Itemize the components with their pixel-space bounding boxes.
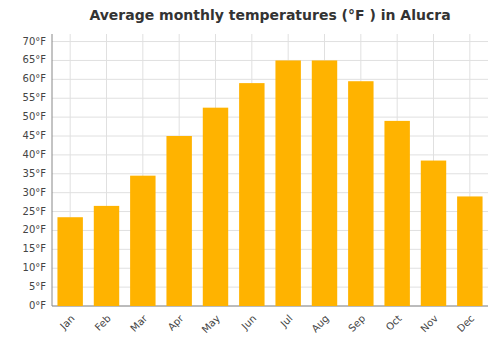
y-grid-line [52, 60, 488, 61]
y-tick-label: 65°F [23, 54, 47, 65]
y-tick-label: 10°F [23, 262, 47, 273]
x-tick-label: Feb [93, 313, 113, 333]
x-tick-label: Mar [128, 312, 150, 334]
chart-container: 0°F 5°F 10°F 15°F 20°F 25°F 30°F 35°F 40°F 45°F 50… [0, 0, 500, 350]
x-tick-label: Dec [455, 313, 476, 334]
y-tick-label: 15°F [23, 243, 47, 254]
y-tick-label: 0°F [29, 300, 46, 311]
bar [275, 60, 300, 306]
chart-svg: 0°F 5°F 10°F 15°F 20°F 25°F 30°F 35°F 40°F 45°F 50… [0, 0, 500, 350]
bar [348, 81, 373, 306]
axes: 0°F 5°F 10°F 15°F 20°F 25°F 30°F 35°F 40°F 45°F 50… [23, 34, 488, 335]
y-tick-label: 50°F [23, 111, 47, 122]
y-grid-line [52, 98, 488, 99]
y-tick-label: 40°F [23, 149, 47, 160]
x-tick-label: Aug [309, 313, 331, 335]
y-tick-label: 35°F [23, 168, 47, 179]
x-tick-label: Jun [239, 313, 259, 333]
y-grid-line [52, 79, 488, 80]
bar [57, 217, 82, 306]
x-tick-label: Jul [278, 313, 295, 330]
x-tick-label: Sep [346, 313, 367, 334]
bar [421, 161, 446, 306]
x-tick-label: Oct [384, 313, 404, 333]
bar [239, 83, 264, 306]
x-tick-label: Nov [418, 313, 440, 335]
bar [130, 176, 155, 306]
y-grid-line [52, 41, 488, 42]
bar [166, 136, 191, 306]
chart-title: Average monthly temperatures (°F ) in Al… [89, 7, 450, 23]
y-tick-label: 55°F [23, 92, 47, 103]
y-grid-line [52, 154, 488, 155]
y-grid-line [52, 136, 488, 137]
y-axis-line [52, 34, 53, 306]
x-tick-label: May [200, 313, 222, 335]
y-tick-label: 70°F [23, 36, 47, 47]
y-tick-label: 5°F [29, 281, 46, 292]
y-tick-label: 20°F [23, 224, 47, 235]
x-tick-label: Apr [166, 312, 187, 333]
bar [312, 60, 337, 306]
y-tick-label: 30°F [23, 187, 47, 198]
y-tick-label: 45°F [23, 130, 47, 141]
y-grid-line [52, 117, 488, 118]
bar [94, 206, 119, 306]
bar [203, 108, 228, 306]
x-tick-label: Jan [57, 313, 76, 332]
grid [52, 34, 488, 306]
bar [457, 196, 482, 306]
y-tick-label: 60°F [23, 73, 47, 84]
bar [384, 121, 409, 306]
bars [57, 60, 482, 306]
y-tick-label: 25°F [23, 206, 47, 217]
